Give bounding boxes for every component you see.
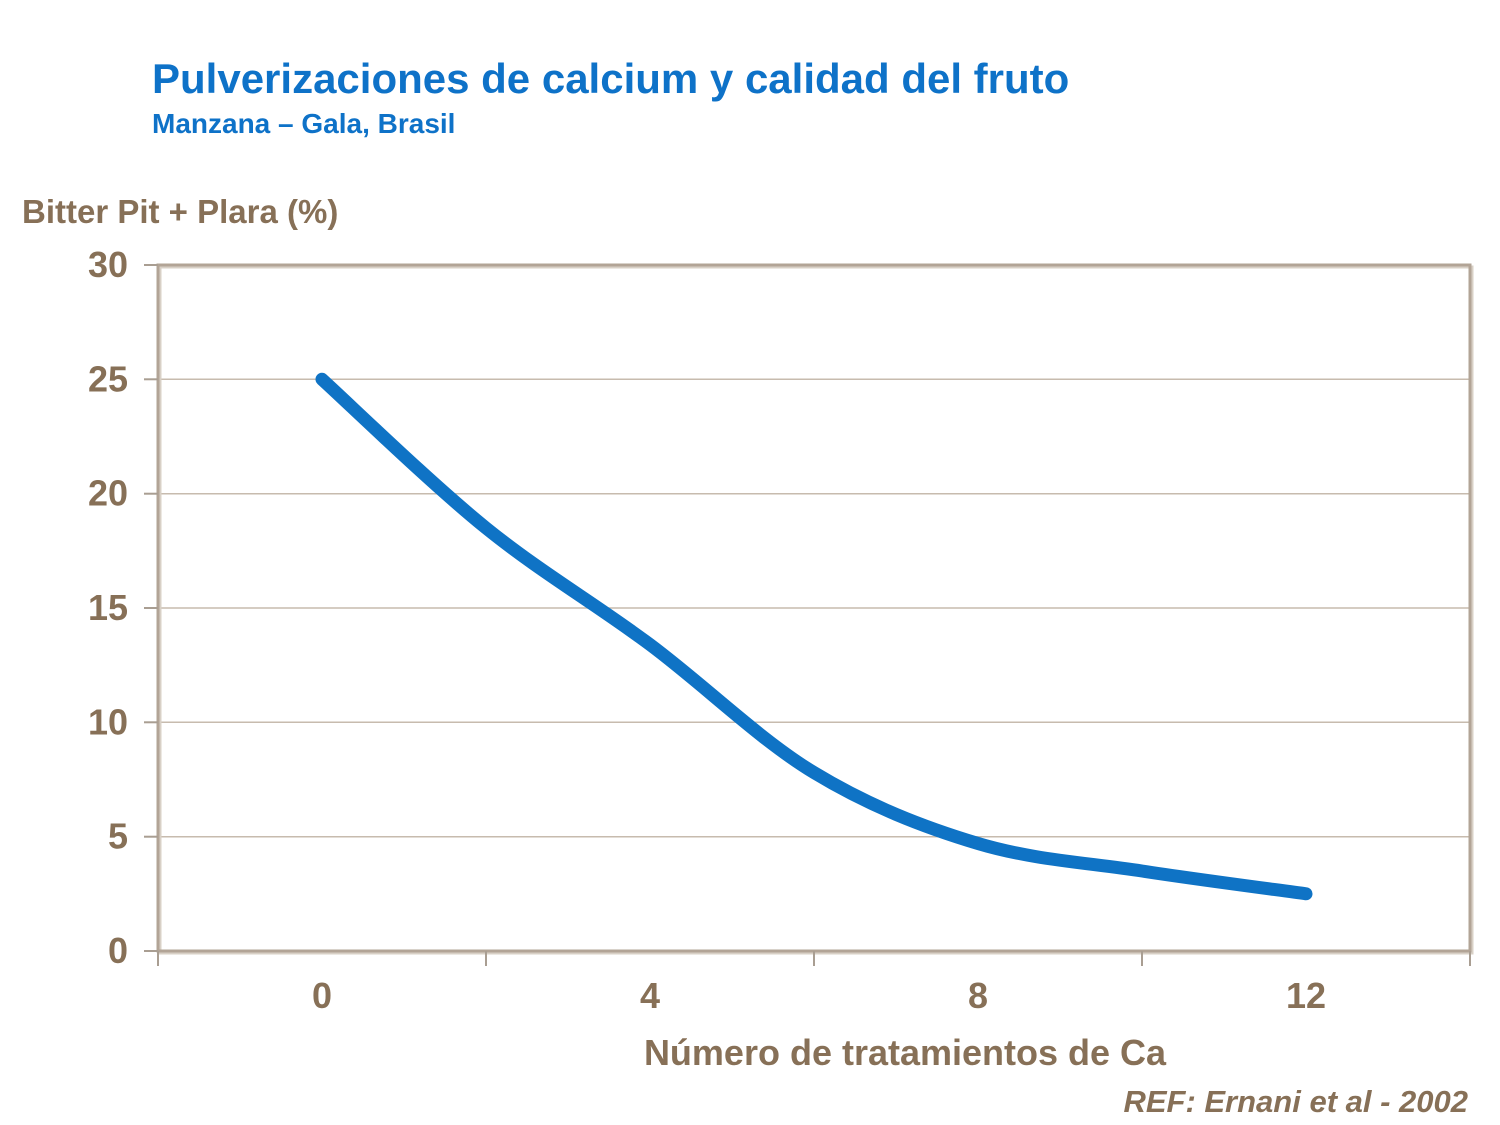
data-series-line <box>315 372 1313 901</box>
x-tick-label: 8 <box>968 975 988 1016</box>
reference-text: REF: Ernani et al - 2002 <box>1123 1084 1468 1119</box>
x-axis-title: Número de tratamientos de Ca <box>643 1032 1167 1073</box>
y-tick-label: 0 <box>108 930 128 971</box>
y-tick-label: 30 <box>88 244 128 285</box>
y-axis-title: Bitter Pit + Plara (%) <box>22 193 339 230</box>
title-block: Pulverizaciones de calcium y calidad del… <box>152 55 1069 141</box>
plot-border-highlight <box>158 265 1474 955</box>
y-tick-label: 15 <box>88 587 128 628</box>
chart-title: Pulverizaciones de calcium y calidad del… <box>152 55 1070 102</box>
y-tick-label: 25 <box>88 358 128 399</box>
y-tick-label: 5 <box>108 816 128 857</box>
chart-subtitle: Manzana – Gala, Brasil <box>152 108 456 140</box>
x-tick-label: 12 <box>1286 975 1326 1016</box>
y-tick-label: 20 <box>88 473 128 514</box>
x-tick-label: 0 <box>312 975 332 1016</box>
y-tick-label: 10 <box>88 701 128 742</box>
x-tick-label: 4 <box>640 975 660 1016</box>
